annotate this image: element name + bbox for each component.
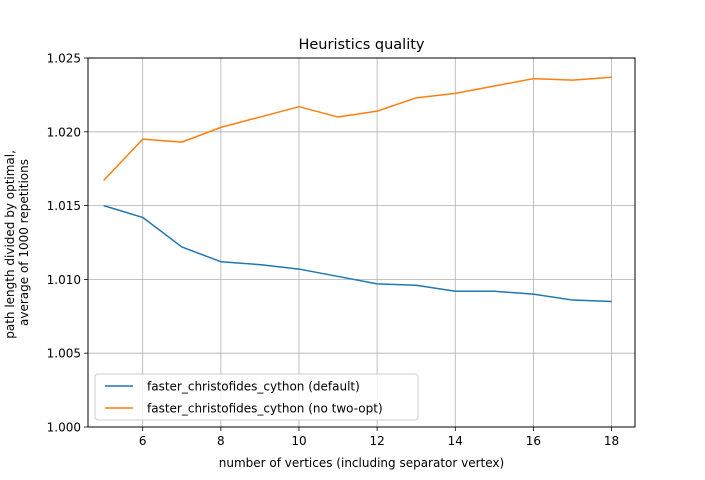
y-tick-label: 1.025 — [47, 52, 81, 66]
y-tick-label: 1.020 — [47, 125, 81, 139]
x-tick-label: 6 — [139, 434, 147, 448]
plot-frame — [87, 57, 636, 428]
series-line-2 — [103, 76, 612, 182]
y-axis-label: path length divided by optimal, average … — [3, 146, 31, 339]
x-tick-label: 18 — [604, 434, 619, 448]
legend-box — [94, 373, 419, 421]
x-tick-label: 10 — [291, 434, 306, 448]
y-axis-label-line-2: average of 1000 repetitions — [17, 159, 31, 326]
chart-title: Heuristics quality — [298, 37, 424, 53]
legend-label-1: faster_christofides_cython (default) — [147, 380, 360, 394]
legend: faster_christofides_cython (default) fast… — [94, 373, 419, 421]
y-tick-label: 1.015 — [47, 199, 81, 213]
y-tick-label: 1.010 — [47, 273, 81, 287]
x-tick-label: 16 — [526, 434, 541, 448]
legend-label-2: faster_christofides_cython (no two-opt) — [147, 402, 383, 416]
y-axis-label-line-1: path length divided by optimal, — [3, 150, 17, 339]
y-tick-label: 1.000 — [47, 421, 81, 435]
x-tick-label: 8 — [217, 434, 225, 448]
series-line-1 — [103, 204, 612, 303]
x-tick-label: 12 — [369, 434, 384, 448]
ticks: 6 8 10 12 14 16 18 1.000 1.005 1.010 1.015 1.020 1.0… — [47, 52, 620, 449]
x-tick-label: 14 — [448, 434, 463, 448]
series-layer — [103, 76, 612, 303]
x-axis-label: number of vertices (including separator … — [219, 456, 504, 470]
y-tick-label: 1.005 — [47, 347, 81, 361]
